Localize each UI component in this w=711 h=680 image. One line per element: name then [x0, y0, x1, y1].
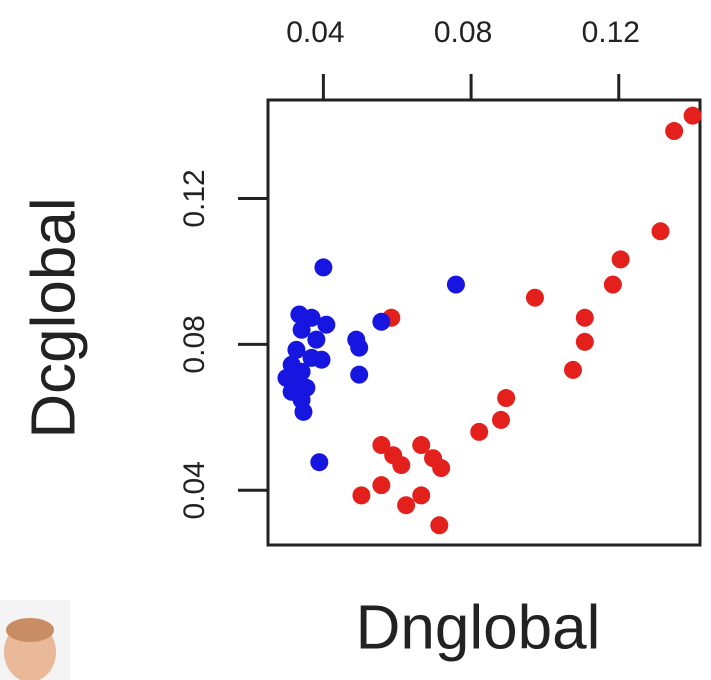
point [412, 486, 431, 505]
point [352, 486, 371, 505]
x-tick-label: 0.08 [434, 16, 492, 49]
y-tick-label: 0.08 [178, 315, 211, 373]
point [372, 312, 391, 331]
y-tick-label: 0.04 [178, 461, 211, 519]
point [651, 222, 670, 241]
x-axis-title: Dnglobal [356, 593, 601, 662]
point [312, 350, 331, 369]
point [310, 453, 329, 472]
plot-frame [266, 98, 702, 547]
point [350, 338, 369, 357]
point [575, 332, 594, 351]
point [665, 122, 684, 141]
point [525, 288, 544, 307]
point [307, 330, 326, 349]
point [392, 456, 411, 475]
point [372, 476, 391, 495]
point [491, 410, 510, 429]
point [317, 315, 336, 334]
point [432, 459, 451, 478]
point [287, 340, 306, 359]
point [372, 436, 391, 455]
point [292, 320, 311, 339]
point [412, 436, 431, 455]
point [611, 250, 630, 269]
x-tick-label: 0.12 [582, 16, 640, 49]
point [575, 308, 594, 327]
point [302, 308, 321, 327]
point [430, 516, 449, 535]
point [563, 360, 582, 379]
point [314, 258, 333, 277]
point [397, 496, 416, 515]
x-tick-label: 0.04 [286, 16, 344, 49]
point [497, 389, 516, 408]
point [683, 106, 702, 125]
y-tick-label: 0.12 [178, 169, 211, 227]
point [470, 422, 489, 441]
point [603, 275, 622, 294]
point [446, 275, 465, 294]
y-axis-title: Dcglobal [19, 197, 88, 438]
point [294, 402, 313, 421]
avatar [0, 600, 70, 680]
point [350, 365, 369, 384]
